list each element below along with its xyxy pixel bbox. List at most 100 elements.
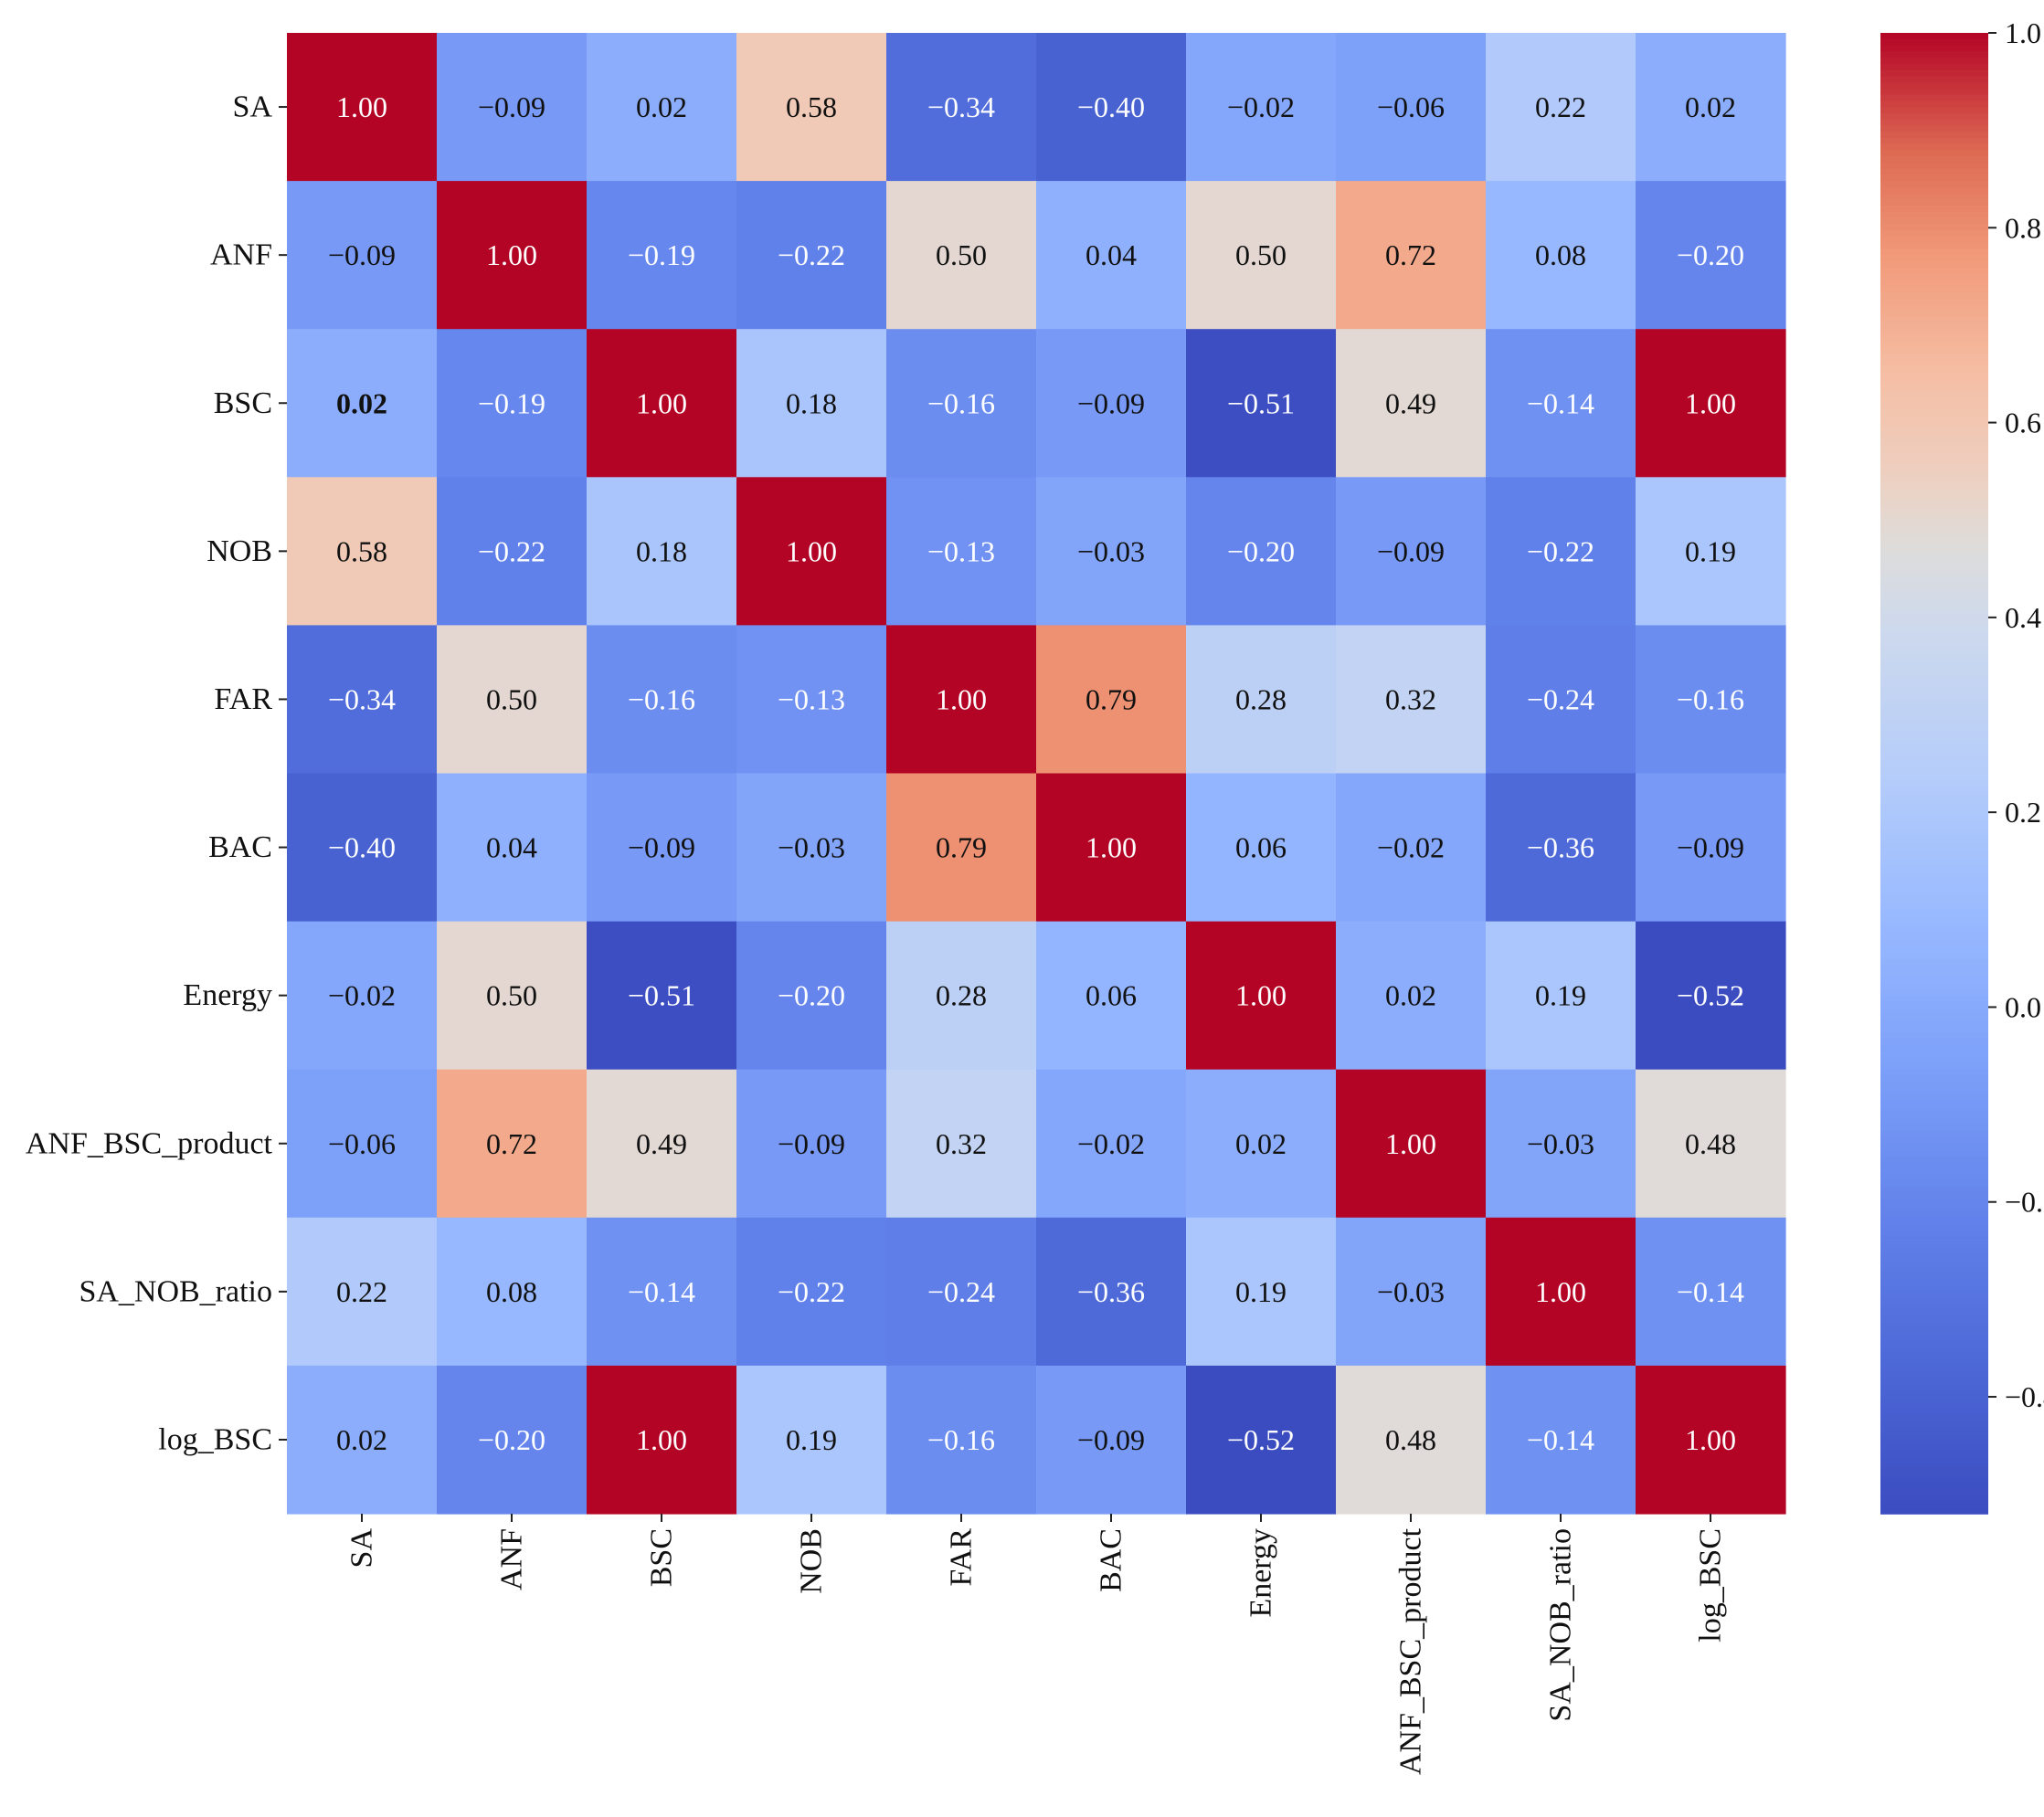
heatmap-cell-ANF-SA — [287, 181, 438, 330]
heatmap-cell-log_BSC-FAR — [886, 1365, 1037, 1515]
y-tick-label-BSC: BSC — [214, 386, 272, 420]
colorbar-segment — [1880, 1439, 1988, 1447]
heatmap-cell-ANF-SA_NOB_ratio — [1486, 181, 1636, 330]
x-tick-label-log_BSC: log_BSC — [1694, 1528, 1728, 1643]
colorbar-segment — [1880, 544, 1988, 553]
colorbar-segment — [1880, 1223, 1988, 1231]
cell-value-SA_NOB_ratio-log_BSC: −0.14 — [1677, 1275, 1744, 1308]
cell-value-SA-log_BSC: 0.02 — [1685, 90, 1736, 123]
colorbar-segment — [1880, 538, 1988, 546]
cell-value-FAR-FAR: 1.00 — [936, 682, 987, 715]
heatmap-cell-SA_NOB_ratio-log_BSC — [1636, 1217, 1786, 1367]
colorbar-segment — [1880, 1402, 1988, 1410]
colorbar-segment — [1880, 1409, 1988, 1416]
colorbar-segment — [1880, 526, 1988, 533]
colorbar-segment — [1880, 1261, 1988, 1268]
colorbar-segment — [1880, 298, 1988, 305]
cell-value-ANF_BSC_product-NOB: −0.09 — [778, 1127, 845, 1160]
colorbar-segment — [1880, 1452, 1988, 1460]
heatmap-cell-SA-BAC — [1036, 33, 1187, 182]
heatmap-cell-ANF-ANF — [437, 181, 588, 330]
cell-value-log_BSC-ANF_BSC_product: 0.48 — [1385, 1423, 1436, 1456]
colorbar-segment — [1880, 1254, 1988, 1262]
colorbar-segment — [1880, 1187, 1988, 1194]
colorbar-segment — [1880, 273, 1988, 280]
cell-value-SA-BAC: −0.40 — [1077, 90, 1145, 123]
y-axis: SA ANF BSC NOB FAR BAC Energy ANF_BSC_product SA… — [26, 90, 287, 1456]
heatmap-cell-SA_NOB_ratio-BAC — [1036, 1217, 1187, 1367]
colorbar-segment — [1880, 927, 1988, 935]
heatmap-cell-FAR-BAC — [1036, 625, 1187, 775]
colorbar-segment — [1880, 1389, 1988, 1398]
colorbar-segment — [1880, 1501, 1988, 1509]
colorbar-segment — [1880, 1026, 1988, 1033]
heatmap-cell-Energy-log_BSC — [1636, 921, 1786, 1071]
colorbar-segment — [1880, 576, 1988, 583]
colorbar-segment — [1880, 1032, 1988, 1040]
cell-value-BSC-BSC: 1.00 — [636, 386, 687, 419]
colorbar-segment — [1880, 107, 1988, 114]
colorbar-segment — [1880, 384, 1988, 392]
colorbar-segment — [1880, 125, 1988, 132]
heatmap-cell-ANF_BSC_product-SA_NOB_ratio — [1486, 1069, 1636, 1219]
colorbar-segment — [1880, 909, 1988, 916]
cell-value-ANF-log_BSC: −0.20 — [1677, 238, 1744, 271]
cell-value-Energy-Energy: 1.00 — [1235, 979, 1287, 1012]
heatmap-cell-SA_NOB_ratio-SA — [287, 1217, 438, 1367]
cell-value-log_BSC-BAC: −0.09 — [1077, 1423, 1145, 1456]
colorbar-segment — [1880, 1483, 1988, 1490]
cell-value-NOB-BAC: −0.03 — [1077, 534, 1145, 567]
heatmap-cell-BSC-SA — [287, 329, 438, 478]
colorbar-segment — [1880, 1069, 1988, 1077]
colorbar-segment — [1880, 365, 1988, 374]
colorbar-segment — [1880, 82, 1988, 90]
cell-value-BSC-NOB: 0.18 — [786, 386, 837, 419]
cell-value-SA-FAR: −0.34 — [927, 90, 995, 123]
cell-value-Energy-SA_NOB_ratio: 0.19 — [1535, 979, 1586, 1012]
heatmap-cell-log_BSC-SA — [287, 1365, 438, 1515]
colorbar-segment — [1880, 1322, 1988, 1330]
colorbar-segment — [1880, 884, 1988, 892]
colorbar-segment — [1880, 291, 1988, 300]
x-tick-label-Energy: Energy — [1244, 1528, 1278, 1618]
colorbar-segment — [1880, 650, 1988, 657]
cell-value-SA_NOB_ratio-SA_NOB_ratio: 1.00 — [1535, 1275, 1586, 1308]
cell-value-ANF_BSC_product-ANF: 0.72 — [486, 1127, 537, 1160]
colorbar-segment — [1880, 242, 1988, 250]
colorbar-segment — [1880, 1057, 1988, 1064]
colorbar-segment — [1880, 489, 1988, 497]
colorbar-tick-label: 0.2 — [2005, 796, 2041, 829]
colorbar-segment — [1880, 551, 1988, 558]
colorbar-segment — [1880, 686, 1988, 694]
cell-value-ANF_BSC_product-ANF_BSC_product: 1.00 — [1385, 1127, 1436, 1160]
heatmap-cell-log_BSC-NOB — [736, 1365, 887, 1515]
colorbar-segment — [1880, 168, 1988, 176]
colorbar-tick-label: −0.4 — [2005, 1380, 2044, 1413]
colorbar-segment — [1880, 1162, 1988, 1169]
colorbar-segment — [1880, 607, 1988, 614]
cell-value-BSC-SA_NOB_ratio: −0.14 — [1527, 386, 1594, 419]
colorbar-segment — [1880, 1310, 1988, 1317]
colorbar-segment — [1880, 255, 1988, 262]
cell-value-BAC-SA: −0.40 — [328, 831, 396, 864]
cell-value-NOB-log_BSC: 0.19 — [1685, 534, 1736, 567]
colorbar-segment — [1880, 38, 1988, 47]
x-tick-label-BSC: BSC — [645, 1528, 679, 1587]
colorbar-segment — [1880, 779, 1988, 787]
colorbar-tick-label: −0.2 — [2005, 1186, 2044, 1219]
cell-value-NOB-ANF: −0.22 — [478, 534, 545, 567]
cell-value-NOB-ANF_BSC_product: −0.09 — [1377, 534, 1445, 567]
colorbar-segment — [1880, 860, 1988, 867]
colorbar-segment — [1880, 1507, 1988, 1515]
colorbar-segment — [1880, 1180, 1988, 1188]
heatmap-cell-SA_NOB_ratio-NOB — [736, 1217, 887, 1367]
heatmap-cell-NOB-log_BSC — [1636, 477, 1786, 626]
colorbar-segment — [1880, 267, 1988, 275]
colorbar-segment — [1880, 150, 1988, 157]
cell-value-ANF-ANF_BSC_product: 0.72 — [1385, 238, 1436, 271]
cell-value-NOB-Energy: −0.20 — [1227, 534, 1295, 567]
colorbar-segment — [1880, 51, 1988, 58]
cell-value-SA-ANF: −0.09 — [478, 90, 545, 123]
colorbar-segment — [1880, 143, 1988, 152]
colorbar-segment — [1880, 156, 1988, 164]
